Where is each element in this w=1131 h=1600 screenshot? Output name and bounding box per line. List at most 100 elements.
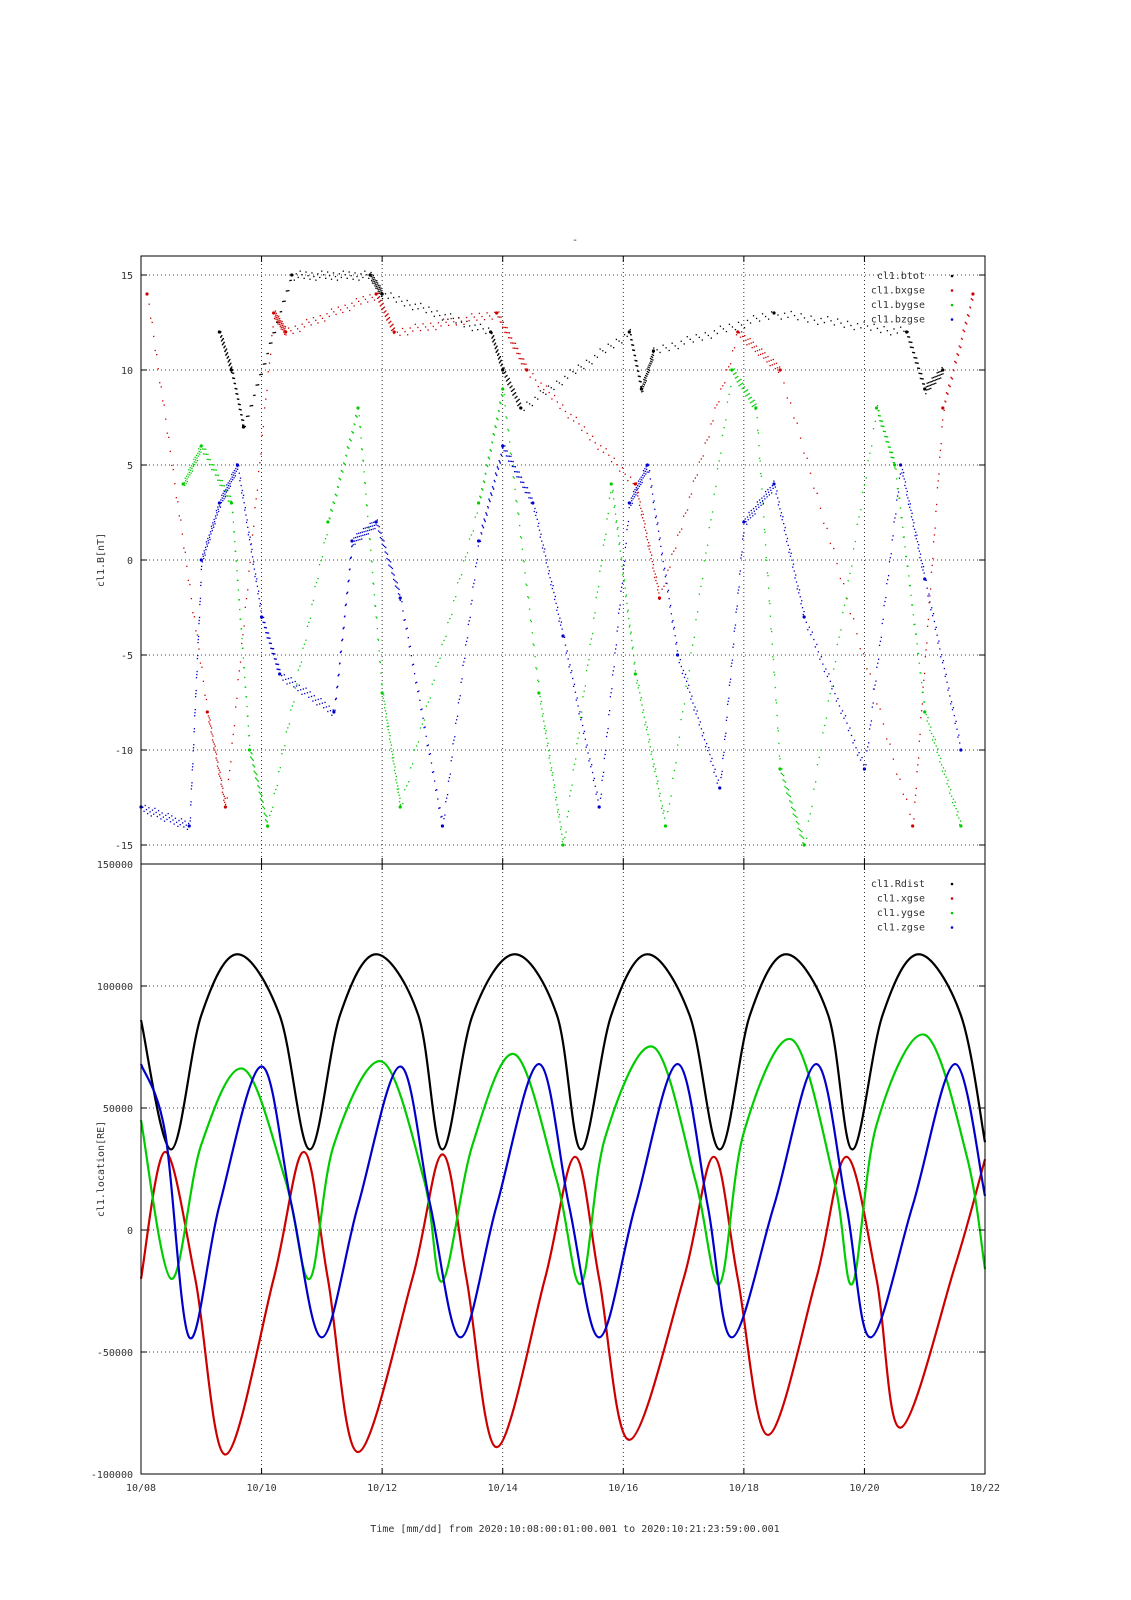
scatter-dot — [374, 281, 376, 283]
scatter-dot — [565, 831, 567, 833]
scatter-dot — [228, 487, 230, 489]
scatter-dot — [926, 642, 928, 644]
scatter-dot — [883, 325, 885, 328]
scatter-dot — [918, 372, 920, 374]
scatter-dot — [334, 698, 337, 701]
scatter-dot — [523, 363, 526, 365]
scatter-dot — [908, 500, 910, 502]
scatter-dot — [244, 507, 246, 509]
scatter-dot — [948, 786, 950, 788]
scatter-dot — [522, 363, 524, 365]
scatter-dot — [459, 578, 461, 580]
scatter-dot — [884, 430, 886, 433]
scatter-dot — [920, 559, 922, 562]
scatter-dot — [257, 384, 260, 386]
data-point — [772, 482, 776, 486]
scatter-dot — [749, 514, 751, 516]
scatter-dot — [632, 482, 634, 485]
scatter-dot — [907, 331, 909, 333]
x-tick-label: 10/12 — [367, 1483, 397, 1494]
series-line — [139, 1033, 987, 1286]
scatter-dot — [266, 815, 268, 818]
scatter-dot — [391, 572, 393, 574]
scatter-dot — [726, 716, 728, 718]
scatter-dot — [547, 566, 549, 568]
scatter-dot — [202, 553, 204, 555]
scatter-dot — [507, 428, 509, 431]
scatter-dot — [184, 820, 186, 822]
scatter-dot — [693, 709, 695, 711]
scatter-dot — [375, 616, 377, 618]
scatter-dot — [281, 324, 284, 327]
scatter-dot — [584, 685, 587, 687]
scatter-dot — [709, 753, 711, 756]
scatter-dot — [214, 523, 216, 525]
scatter-dot — [151, 809, 154, 811]
y-tick-label: -10 — [115, 746, 133, 757]
scatter-dot — [521, 548, 524, 550]
scatter-dot — [387, 559, 389, 561]
scatter-dot — [409, 645, 412, 647]
scatter-dot — [392, 573, 394, 575]
scatter-dot — [758, 445, 760, 447]
scatter-dot — [311, 272, 313, 274]
scatter-dot — [345, 454, 347, 456]
scatter-dot — [163, 820, 166, 822]
scatter-dot — [189, 817, 192, 819]
scatter-dot — [847, 580, 849, 582]
scatter-dot — [426, 745, 428, 747]
scatter-dot — [188, 822, 190, 825]
scatter-dot — [222, 338, 224, 341]
scatter-dot — [497, 468, 500, 470]
scatter-dot — [190, 788, 193, 790]
scatter-dot — [566, 816, 568, 818]
scatter-dot — [514, 397, 516, 399]
scatter-dot — [495, 426, 497, 429]
scatter-dot — [355, 414, 357, 417]
scatter-dot — [381, 308, 383, 311]
scatter-dot — [338, 273, 341, 275]
scatter-dot — [358, 535, 360, 538]
scatter-dot — [520, 481, 522, 483]
scatter-dot — [956, 728, 958, 730]
scatter-dot — [349, 568, 351, 570]
scatter-dot — [200, 568, 202, 571]
scatter-dot — [472, 586, 474, 588]
scatter-dot — [710, 337, 712, 339]
scatter-dot — [846, 598, 848, 600]
scatter-dot — [540, 533, 542, 535]
scatter-dot — [213, 464, 215, 466]
scatter-dot — [521, 481, 523, 483]
scatter-dot — [921, 562, 923, 565]
scatter-dot — [365, 533, 368, 535]
legend-label: cl1.btot — [877, 271, 925, 282]
scatter-dot — [344, 304, 346, 306]
scatter-dot — [926, 389, 928, 391]
scatter-dot — [278, 323, 281, 326]
scatter-dot — [916, 771, 918, 773]
scatter-dot — [657, 780, 659, 782]
scatter-dot — [412, 330, 414, 332]
scatter-dot — [517, 512, 519, 514]
scatter-dot — [288, 290, 290, 292]
scatter-dot — [248, 570, 250, 572]
data-point — [941, 406, 945, 410]
scatter-dot — [276, 321, 278, 323]
data-point — [332, 710, 336, 714]
scatter-dot — [437, 661, 439, 663]
scatter-dot — [605, 533, 607, 535]
scatter-dot — [801, 607, 804, 609]
scatter-dot — [825, 717, 828, 719]
scatter-dot — [640, 476, 642, 478]
scatter-dot — [720, 452, 722, 454]
scatter-dot — [940, 442, 942, 445]
scatter-dot — [540, 382, 542, 384]
scatter-dot — [359, 532, 362, 534]
scatter-dot — [222, 485, 224, 487]
scatter-dot — [660, 554, 663, 556]
scatter-dot — [481, 533, 483, 535]
scatter-dot — [520, 358, 522, 360]
scatter-dot — [917, 547, 919, 549]
scatter-dot — [506, 450, 508, 452]
